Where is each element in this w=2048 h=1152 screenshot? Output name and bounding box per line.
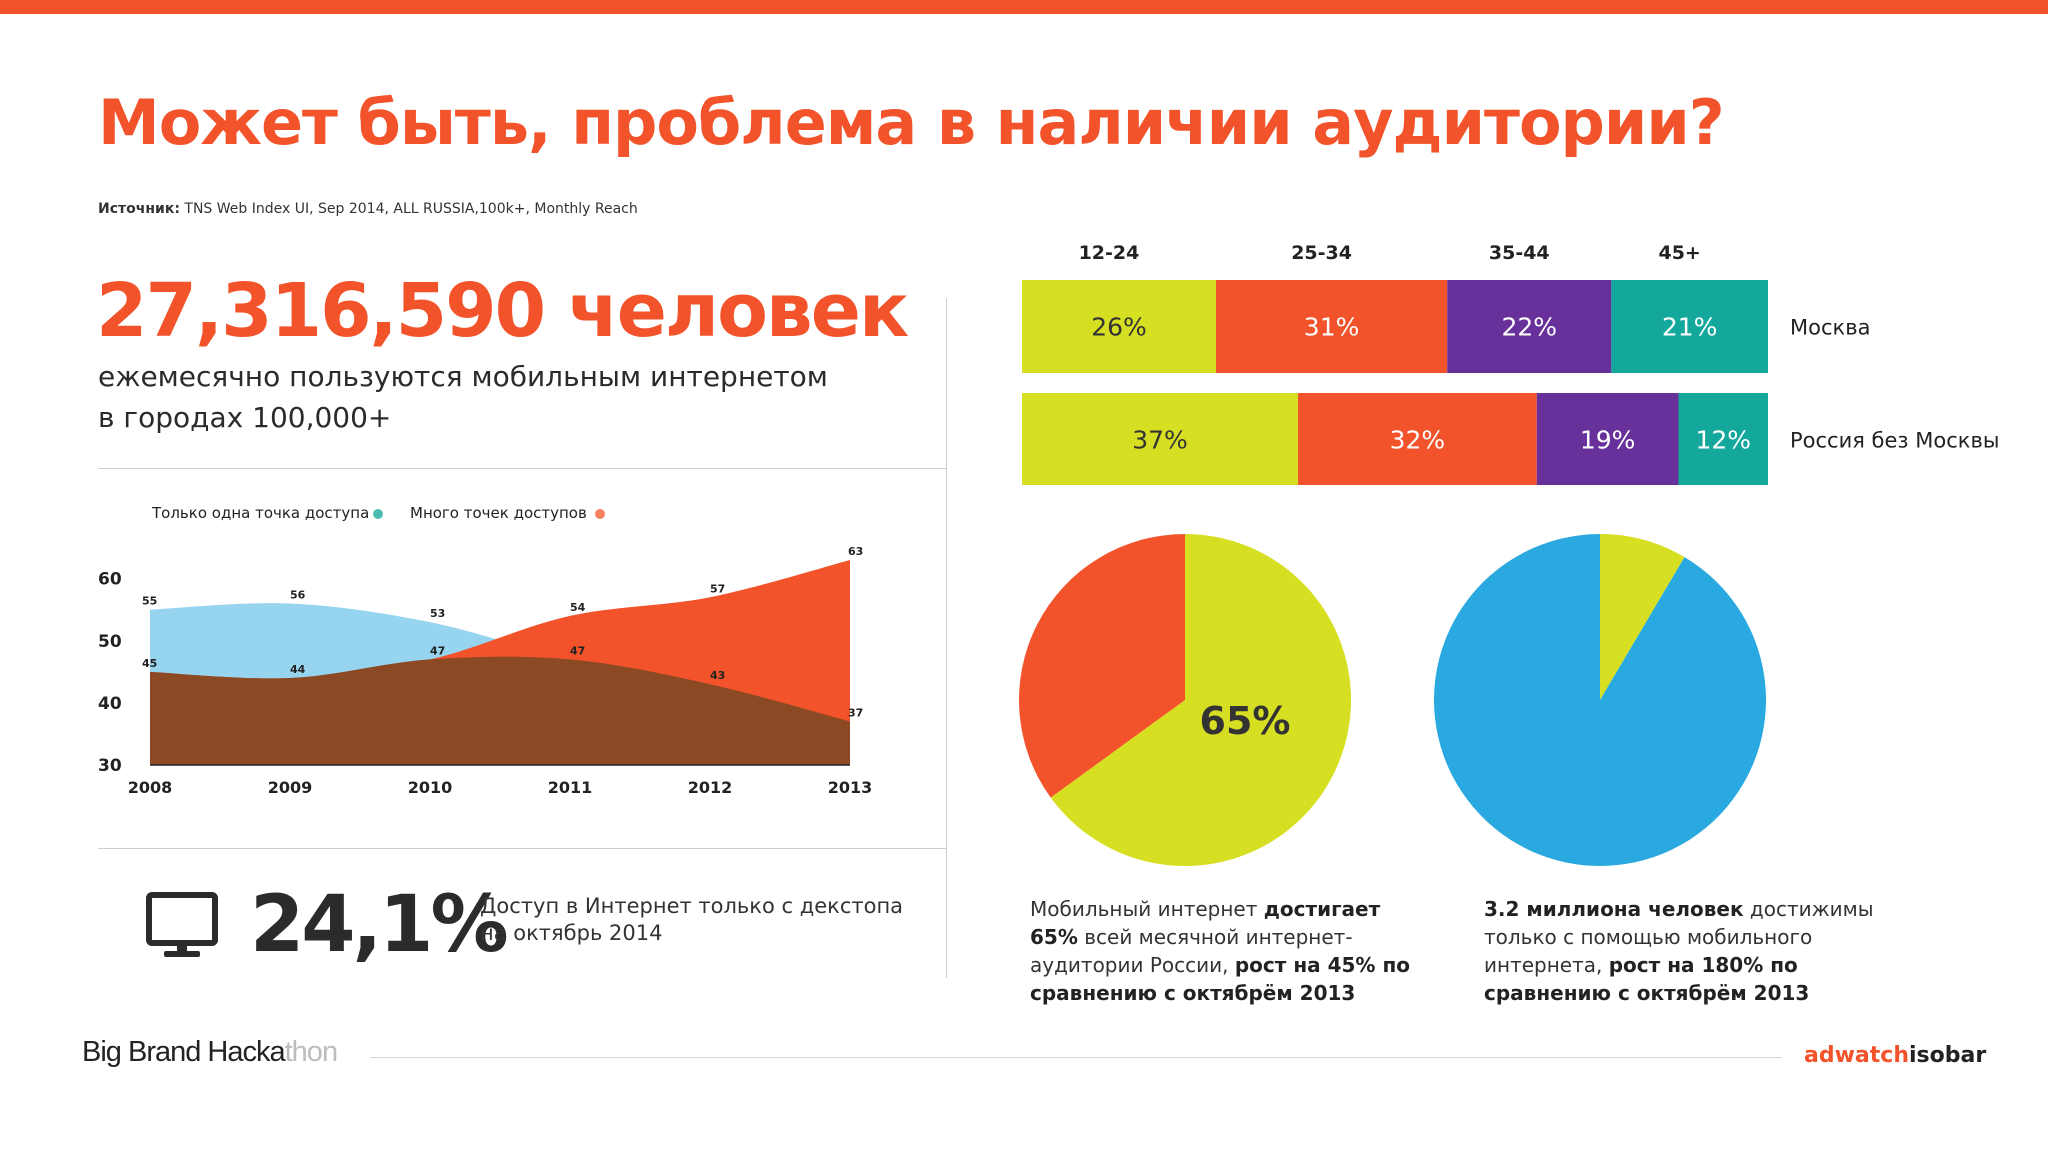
bar-segment-label: 32% [1390,426,1446,455]
top-accent-bar [0,0,2048,14]
divider-bottom [98,848,946,849]
x-tick-label: 2008 [128,778,173,797]
headline-number: 27,316,590 человек [96,268,909,354]
footer-right-a: adwatch [1804,1043,1909,1068]
footer-right-b: isobar [1908,1043,1987,1068]
bar-segment-label: 31% [1304,313,1360,342]
divider-top [98,468,946,469]
pie-caption-right: 3.2 миллиона человек достижимы только с … [1484,895,1904,1007]
caption-right-bold-1: 3.2 миллиона человек [1484,897,1744,921]
age-group-header: 45+ [1658,242,1700,264]
footer-left-fade: thon [284,1036,338,1068]
source-label: Источник: [98,201,180,217]
data-label-multi: 44 [290,663,306,676]
bar-segment [1611,280,1768,373]
pie-caption-left: Мобильный интернет достигает 65% всей ме… [1030,895,1410,1007]
caption-right-text-1: достижимы только с помощью мобильного ин… [1484,897,1874,977]
desktop-only-description: Доступ в Интернет только с декстопа на о… [480,893,910,947]
data-label-multi: 54 [570,601,586,614]
legend-label-multi: Много точек доступов [410,504,587,522]
page-title: Может быть, проблема в наличии аудитории… [98,86,1725,159]
bar-segment-label: 21% [1662,313,1718,342]
x-tick-label: 2010 [408,778,453,797]
bar-segment [1022,393,1299,485]
area-overlap [150,656,850,765]
y-tick-label: 50 [98,632,122,652]
caption-left-text-2: всей месячной интернет-аудитории России, [1030,925,1353,977]
bar-segment-label: 26% [1091,313,1147,342]
data-label-multi: 57 [710,582,725,595]
footer-left-main: Big Brand Hacka [82,1036,286,1068]
y-tick-label: 60 [98,570,122,590]
footer-line [370,1057,1782,1058]
source-line: Источник: TNS Web Index UI, Sep 2014, AL… [98,201,638,217]
x-tick-label: 2011 [548,778,593,797]
pie-chart-mobile-reach: 65% [1019,534,1351,866]
monitor-icon [146,892,218,966]
bar-segment-label: 19% [1580,426,1636,455]
legend-label-single: Только одна точка доступа [151,504,369,522]
bar-segment [1447,280,1612,373]
bar-segment [1678,393,1768,485]
bar-segment-label: 22% [1501,313,1557,342]
area-chart: 60 50 40 30 2008 2009 2010 2011 2012 2013 55 56 53 47… [98,504,873,797]
data-label-multi: 45 [142,657,157,670]
caption-right-bold-2: рост на 180% по сравнению с октябрём 201… [1484,953,1810,1005]
bar-row-label: Россия без Москвы [1790,429,1999,453]
pie-slice [1600,534,1685,700]
data-label-multi: 47 [430,644,445,657]
headline-line-2: в городах 100,000+ [98,401,392,434]
bar-row-label: Москва [1790,316,1870,340]
footer-brand-left: Big Brand Hackathon [82,1036,338,1069]
caption-left-bold-2: рост на 45% по сравнению с октябрём 2013 [1030,953,1410,1005]
pie-slice [1019,534,1185,798]
data-label-single: 43 [710,669,725,682]
legend-dot-multi [595,509,605,519]
source-text: TNS Web Index UI, Sep 2014, ALL RUSSIA,1… [179,201,638,217]
data-label-single: 37 [848,707,863,720]
age-group-header: 25-34 [1291,242,1352,264]
legend-dot-single [373,509,383,519]
y-tick-label: 40 [98,694,122,714]
x-tick-label: 2013 [828,778,873,797]
bar-segment-label: 37% [1132,426,1188,455]
age-group-header: 35-44 [1489,242,1550,264]
data-label-single: 55 [142,595,157,608]
desktop-desc-line-1: Доступ в Интернет только с декстопа [480,894,904,918]
stacked-bar-chart: 26% 12-24 31% 25-34 22% 35-44 21% 45+ Москва 37% 3… [1022,242,1999,485]
bar-segment [1298,393,1537,485]
data-label-multi: 63 [848,545,863,558]
footer-brand-right: adwatchisobar [1804,1043,1986,1068]
desktop-desc-line-2: на октябрь 2014 [480,921,663,945]
caption-left-text-1: Мобильный интернет [1030,897,1264,921]
pie-chart-mobile-only: 3.2M [1434,534,1766,866]
pie-slice [1050,534,1351,866]
pie-slice-label: 65% [1200,699,1291,743]
bar-segment [1022,280,1216,373]
data-label-single: 47 [570,644,585,657]
headline-line-1: ежемесячно пользуются мобильным интернет… [98,360,828,393]
bar-segment [1536,393,1679,485]
divider-vertical [946,298,947,978]
caption-left-bold-1: достигает 65% [1030,897,1381,949]
data-label-single: 53 [430,607,445,620]
data-label-single: 56 [290,588,306,601]
bar-segment [1215,280,1448,373]
x-tick-label: 2009 [268,778,313,797]
age-group-header: 12-24 [1079,242,1140,264]
y-tick-label: 30 [98,756,122,776]
bar-segment-label: 12% [1695,426,1751,455]
headline-subtext: ежемесячно пользуются мобильным интернет… [98,356,878,438]
x-tick-label: 2012 [688,778,733,797]
pie-slice [1434,534,1766,866]
desktop-only-value: 24,1% [250,880,509,970]
